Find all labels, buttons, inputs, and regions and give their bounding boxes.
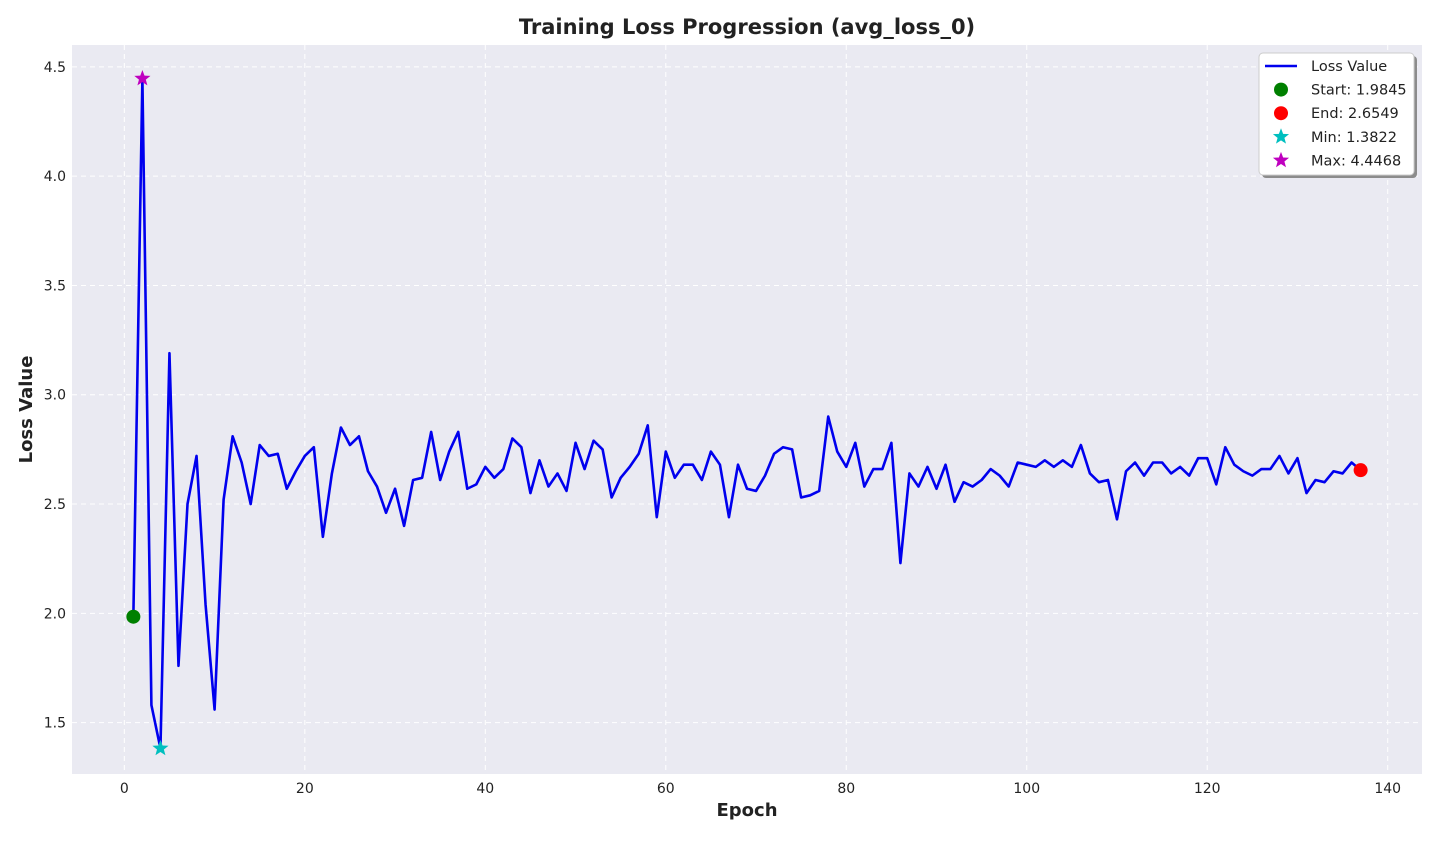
- y-tick-label: 3.0: [44, 388, 66, 404]
- x-tick-label: 60: [657, 781, 675, 797]
- legend-max-label: Max: 4.4468: [1311, 153, 1401, 169]
- y-axis-label: Loss Value: [16, 356, 37, 464]
- series-line-loss-value: [132, 77, 1362, 750]
- y-tick-label: 4.0: [44, 169, 66, 185]
- legend-end-label: End: 2.6549: [1311, 106, 1399, 122]
- tick-labels: 0 20 40 60 80 100 120 140 1.5 2.0 2.5 3.0 3.5 4.0 4.5: [44, 60, 1401, 797]
- x-tick-label: 120: [1194, 781, 1221, 797]
- marker-max: [134, 69, 151, 86]
- marker-start: [126, 609, 141, 624]
- y-tick-label: 1.5: [44, 716, 66, 732]
- plot-background: [72, 45, 1422, 774]
- legend-start-swatch: [1274, 82, 1288, 97]
- y-tick-label: 4.5: [44, 60, 66, 76]
- x-tick-label: 140: [1374, 781, 1401, 797]
- x-axis-label: Epoch: [716, 800, 777, 821]
- legend: Loss Value Start: 1.9845 End: 2.6549 Min: 1…: [1258, 52, 1417, 178]
- x-tick-label: 100: [1013, 781, 1040, 797]
- legend-max-swatch: [1272, 151, 1290, 168]
- legend-min-label: Min: 1.3822: [1311, 130, 1397, 146]
- legend-box: [1258, 52, 1415, 176]
- marker-min: [152, 739, 169, 756]
- series-layer: [132, 77, 1362, 750]
- x-tick-label: 40: [476, 781, 494, 797]
- chart-title: Training Loss Progression (avg_loss_0): [519, 15, 975, 39]
- legend-start-label: Start: 1.9845: [1311, 83, 1407, 99]
- legend-min-swatch: [1272, 128, 1290, 144]
- x-tick-label: 20: [296, 781, 314, 797]
- y-tick-label: 3.5: [44, 278, 66, 294]
- grid-lines: [72, 45, 1422, 774]
- legend-end-swatch: [1274, 106, 1288, 121]
- x-tick-label: 0: [120, 781, 129, 797]
- y-tick-label: 2.0: [44, 606, 66, 622]
- legend-loss-value-label: Loss Value: [1311, 59, 1387, 75]
- x-tick-label: 80: [837, 781, 855, 797]
- marker-layer: [126, 69, 1368, 756]
- marker-end: [1353, 463, 1368, 478]
- y-tick-label: 2.5: [44, 497, 66, 513]
